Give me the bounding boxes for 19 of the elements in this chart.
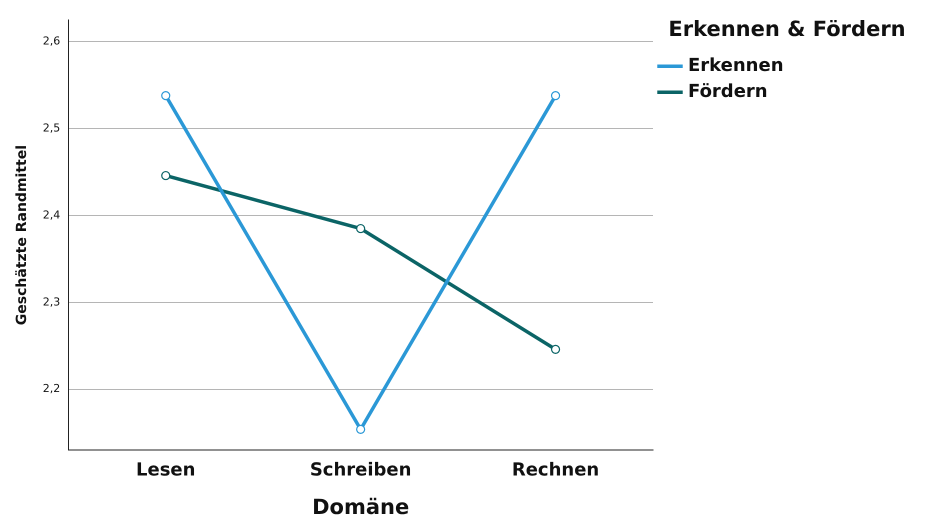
x-tick-label: Schreiben bbox=[310, 460, 412, 481]
legend-label: Erkennen bbox=[688, 54, 784, 76]
point bbox=[550, 344, 560, 354]
legend-title: Erkennen & Fördern bbox=[668, 16, 906, 41]
y-tick-label: 2,5 bbox=[42, 121, 60, 134]
point bbox=[356, 424, 366, 434]
x-tick-label: Lesen bbox=[136, 460, 196, 481]
y-tick-label: 2,4 bbox=[42, 208, 60, 222]
point bbox=[356, 224, 366, 234]
x-tick-label: Rechnen bbox=[512, 460, 600, 481]
legend-label: Fördern bbox=[688, 80, 768, 102]
point bbox=[161, 91, 170, 100]
point bbox=[161, 170, 170, 180]
x-axis-title: Domäne bbox=[312, 494, 410, 519]
y-tick-label: 2,6 bbox=[42, 34, 60, 48]
y-axis-title: Geschätzte Randmittel bbox=[14, 144, 30, 326]
point bbox=[550, 91, 560, 100]
y-tick-label: 2,3 bbox=[42, 295, 60, 308]
y-tick-label: 2,2 bbox=[42, 382, 60, 396]
